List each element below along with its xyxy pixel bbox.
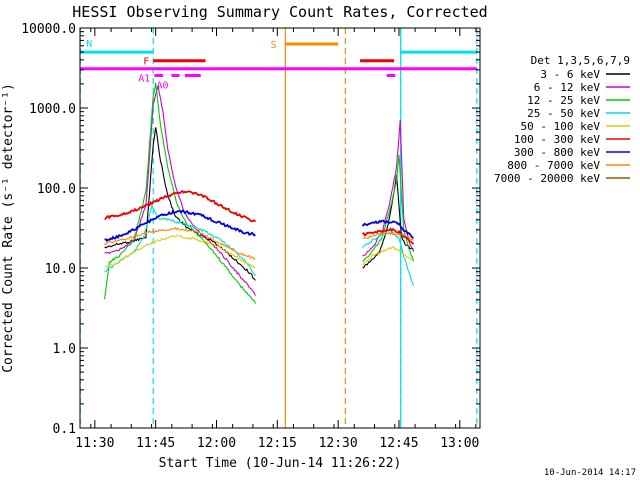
series-6-line-2: [362, 227, 415, 245]
flag-label-a1: A1: [138, 74, 150, 85]
y-tick-label-3: 10.0: [45, 262, 76, 277]
footer-timestamp: 10-Jun-2014 14:17: [544, 468, 636, 478]
chart-title: HESSI Observing Summary Count Rates, Cor…: [72, 3, 487, 21]
legend-label-5: 50 - 100 keV: [521, 120, 601, 133]
legend-title: Det 1,3,5,6,7,9: [531, 54, 630, 67]
x-tick-label-2: 11:45: [136, 436, 175, 451]
x-tick-label-6: 12:45: [379, 436, 418, 451]
flag-label-f: F: [143, 57, 149, 68]
series-5-line-1: [104, 234, 256, 269]
series-5-line-2: [362, 246, 415, 266]
flag-label-n: N: [86, 39, 92, 50]
plot-frame: [79, 27, 481, 429]
series-7-line-1: [104, 209, 256, 243]
y-tick-label-1: 0.1: [53, 422, 76, 437]
series-1-line-1: [104, 127, 256, 281]
x-tick-label-1: 11:30: [75, 436, 114, 451]
x-tick-label-5: 12:30: [319, 436, 358, 451]
legend-label-7: 300 - 800 keV: [514, 146, 600, 159]
y-axis-label: Corrected Count Rate (s⁻¹ detector⁻¹): [1, 83, 16, 373]
legend-label-1: 3 - 6 keV: [540, 68, 600, 81]
legend-label-4: 25 - 50 keV: [527, 107, 600, 120]
y-axis-ticks: 0.1 1.0 10.0 100.0 1000.0 10000.0: [21, 22, 480, 437]
series-3-line-2: [362, 154, 415, 262]
series-8-line-2: [362, 231, 415, 241]
y-tick-label-5: 1000.0: [29, 102, 76, 117]
series-6-line-1: [104, 189, 257, 223]
series-1-line-2: [362, 175, 415, 269]
a0-marker: [177, 74, 180, 77]
series-2-line-2: [362, 120, 415, 257]
legend-label-2: 6 - 12 keV: [534, 81, 601, 94]
x-tick-label-3: 12:00: [197, 436, 236, 451]
y-tick-label-6: 10000.0: [21, 22, 76, 37]
x-axis-label: Start Time (10-Jun-14 11:26:22): [159, 456, 402, 471]
x-axis-ticks: 11:30 11:45 12:00 12:15 12:30 12:45 13:00: [75, 28, 479, 451]
x-tick-label-4: 12:15: [258, 436, 297, 451]
legend-label-6: 100 - 300 keV: [514, 133, 600, 146]
series-2-line-1: [104, 85, 256, 296]
x-tick-label-7: 13:00: [440, 436, 479, 451]
flag-label-s: S: [271, 40, 277, 51]
flag-label-a0: A0: [156, 80, 168, 91]
series-8-line-1: [104, 226, 256, 260]
series-4-line-1: [104, 202, 256, 277]
legend-label-8: 800 - 7000 keV: [507, 159, 600, 172]
legend-label-9: 7000 - 20000 keV: [494, 172, 600, 185]
y-tick-label-2: 1.0: [53, 342, 76, 357]
legend-label-3: 12 - 25 keV: [527, 94, 600, 107]
plot-area: N S F A1 A0: [79, 28, 478, 428]
series-7-line-2: [361, 219, 414, 239]
y-tick-label-4: 100.0: [37, 182, 76, 197]
